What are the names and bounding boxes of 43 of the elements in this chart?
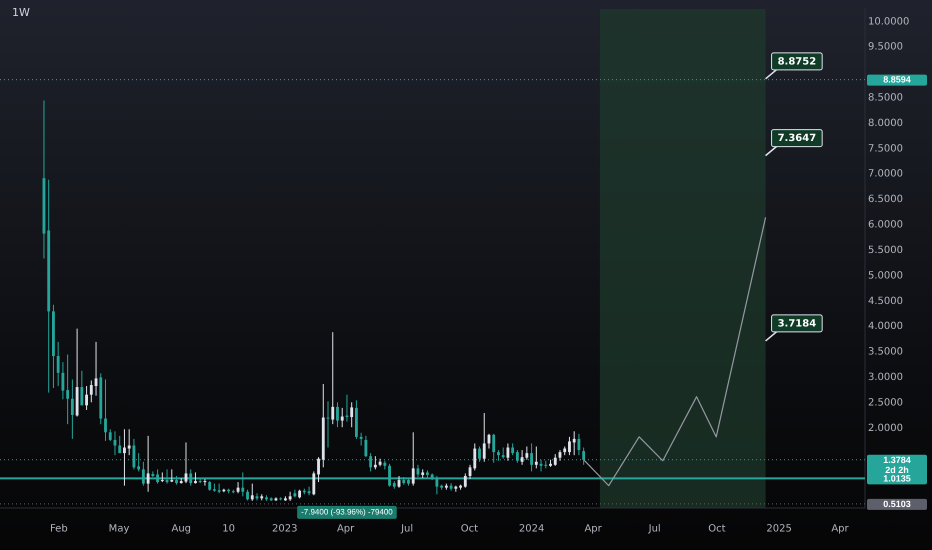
ref-line-label: 8.8594 — [883, 74, 911, 85]
y-tick-label: 8.5000 — [868, 92, 903, 104]
y-tick-label: 7.5000 — [868, 143, 903, 154]
x-tick-label: Oct — [708, 524, 726, 535]
y-tick-label: 6.5000 — [868, 194, 903, 206]
x-tick-label: Jul — [648, 524, 661, 535]
x-tick-label: 2023 — [272, 524, 298, 535]
x-tick-label: 2024 — [518, 524, 544, 535]
candlestick — [346, 394, 348, 422]
y-tick-label: 6.0000 — [868, 220, 903, 231]
x-tick-label: 10 — [222, 524, 235, 535]
y-tick-label: 8.0000 — [868, 118, 903, 129]
x-tick-label: May — [108, 524, 130, 535]
y-tick-label: 2.0000 — [868, 422, 903, 434]
ref-line-label: 1.0135 — [883, 473, 911, 484]
x-tick-label: Aug — [171, 524, 192, 535]
x-tick-label: Apr — [831, 524, 850, 535]
y-tick-label: 3.0000 — [868, 372, 903, 383]
candlestick — [123, 429, 126, 486]
y-tick-label: 2.5000 — [868, 397, 903, 408]
x-tick-label: Feb — [50, 524, 68, 535]
annotation: -7.9400 (-93.96%) -79400 — [301, 508, 394, 517]
y-tick-label: 9.5000 — [868, 42, 903, 53]
y-tick-label: 5.5000 — [868, 244, 903, 256]
x-tick-label: 2025 — [766, 524, 792, 535]
y-tick-label: 10.0000 — [868, 16, 910, 28]
y-tick-label: 7.0000 — [868, 168, 903, 180]
y-tick-label: 3.5000 — [868, 346, 903, 358]
annotation: 3.7184 — [778, 318, 816, 330]
ref-line-label: 0.5103 — [883, 498, 911, 509]
x-tick-label: Apr — [336, 524, 356, 535]
text: 2d 2h — [885, 464, 909, 475]
y-tick-label: 5.0000 — [868, 270, 903, 282]
x-tick-label: Jul — [400, 524, 414, 535]
chart-title: 1W — [12, 6, 30, 19]
y-tick-label: 4.5000 — [868, 296, 903, 307]
annotation: 8.8752 — [778, 56, 816, 68]
y-tick-label: 4.0000 — [868, 321, 903, 332]
annotation: 7.3647 — [778, 133, 816, 144]
x-tick-label: Oct — [460, 524, 478, 535]
ref-line-label: 1.3784 — [883, 454, 911, 465]
candlestick — [326, 401, 330, 448]
x-tick-label: Apr — [584, 524, 603, 535]
